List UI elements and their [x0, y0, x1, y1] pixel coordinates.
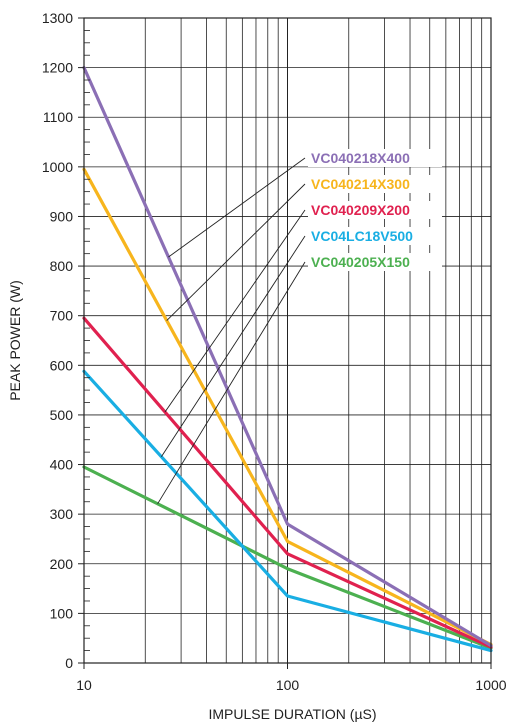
- legend-label-background: [308, 175, 442, 193]
- legend-label: VC04LC18V500: [311, 228, 413, 244]
- y-tick-label: 800: [50, 258, 74, 274]
- y-tick-label: 700: [50, 308, 74, 324]
- y-tick-label: 1100: [43, 109, 73, 125]
- legend-label: VC040214X300: [311, 176, 410, 192]
- legend-label: VC040218X400: [311, 150, 410, 166]
- y-tick-label: 100: [50, 605, 74, 621]
- legend-label-background: [308, 227, 442, 245]
- series-line-vc040209x200: [82, 316, 493, 649]
- y-tick-label: 600: [50, 357, 74, 373]
- legend-label: VC040209X200: [311, 202, 410, 218]
- y-tick-label: 500: [50, 407, 74, 423]
- legend-label-background: [308, 201, 442, 219]
- legend-label-background: [308, 149, 442, 167]
- series-line-vc040218x400: [82, 65, 493, 648]
- legend-leader-line: [168, 157, 306, 258]
- x-axis-title: IMPULSE DURATION (µS): [208, 706, 376, 722]
- legend-label-background: [308, 253, 442, 271]
- legend-leader-lines: [157, 157, 306, 505]
- series-line-vc040205x150: [82, 465, 493, 650]
- legend-label: VC040205X150: [311, 254, 410, 270]
- x-tick-label: 10: [76, 677, 92, 693]
- x-tick-label: 1000: [475, 677, 506, 693]
- y-tick-label: 0: [65, 655, 73, 671]
- legend-leader-line: [160, 235, 306, 457]
- legend-leader-line: [157, 261, 306, 505]
- legend-leader-line: [166, 183, 306, 321]
- series-lines: [82, 65, 493, 653]
- y-tick-label: 200: [50, 556, 74, 572]
- series-line-vc04lc18v500: [82, 369, 493, 653]
- y-tick-label: 900: [50, 208, 74, 224]
- legend-leader-line: [164, 209, 306, 413]
- y-tick-label: 300: [50, 506, 74, 522]
- y-tick-label: 400: [50, 457, 74, 473]
- x-tick-label: 100: [276, 677, 300, 693]
- y-axis-title: PEAK POWER (W): [7, 280, 23, 401]
- axis-ticks: 10 100 1000 0 100 200 300 400 500 600 700 800 900 100…: [42, 10, 507, 693]
- y-tick-label: 1000: [42, 159, 73, 175]
- y-tick-label: 1300: [42, 10, 73, 26]
- grid: [83, 17, 492, 664]
- series-line-vc040214x300: [82, 167, 493, 647]
- legend: VC040218X400 VC040214X300 VC040209X200 VC04…: [308, 149, 442, 271]
- y-tick-label: 1200: [42, 60, 73, 76]
